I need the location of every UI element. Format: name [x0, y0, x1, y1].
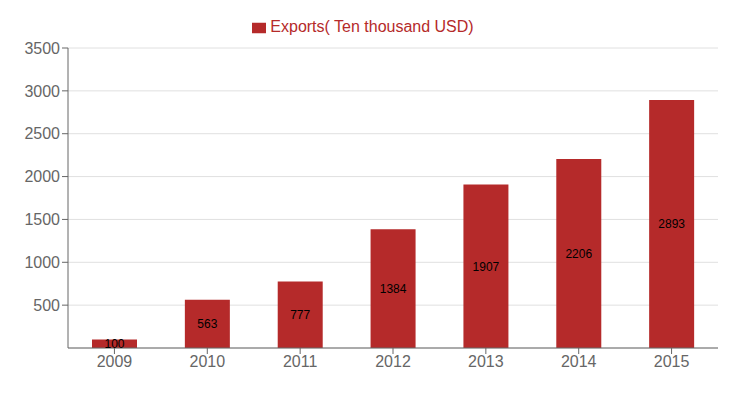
svg-text:2015: 2015	[654, 353, 690, 370]
svg-text:100: 100	[104, 337, 124, 351]
svg-text:1907: 1907	[473, 260, 500, 274]
svg-text:3500: 3500	[24, 40, 60, 57]
svg-text:563: 563	[197, 317, 217, 331]
svg-text:2014: 2014	[561, 353, 597, 370]
svg-text:2000: 2000	[24, 168, 60, 185]
svg-text:2500: 2500	[24, 125, 60, 142]
svg-text:2012: 2012	[375, 353, 411, 370]
svg-text:3000: 3000	[24, 83, 60, 100]
svg-text:2009: 2009	[97, 353, 133, 370]
svg-text:777: 777	[290, 308, 310, 322]
svg-text:2010: 2010	[189, 353, 225, 370]
svg-text:2206: 2206	[565, 247, 592, 261]
svg-text:500: 500	[33, 297, 60, 314]
svg-text:1500: 1500	[24, 211, 60, 228]
svg-text:2011: 2011	[283, 353, 318, 370]
svg-text:2893: 2893	[658, 217, 685, 231]
svg-text:1000: 1000	[24, 254, 60, 271]
html-text:Exports( Ten thousand USD): Exports( Ten thousand USD)	[270, 18, 474, 35]
svg-text:2013: 2013	[468, 353, 504, 370]
svg-text:1384: 1384	[380, 282, 407, 296]
